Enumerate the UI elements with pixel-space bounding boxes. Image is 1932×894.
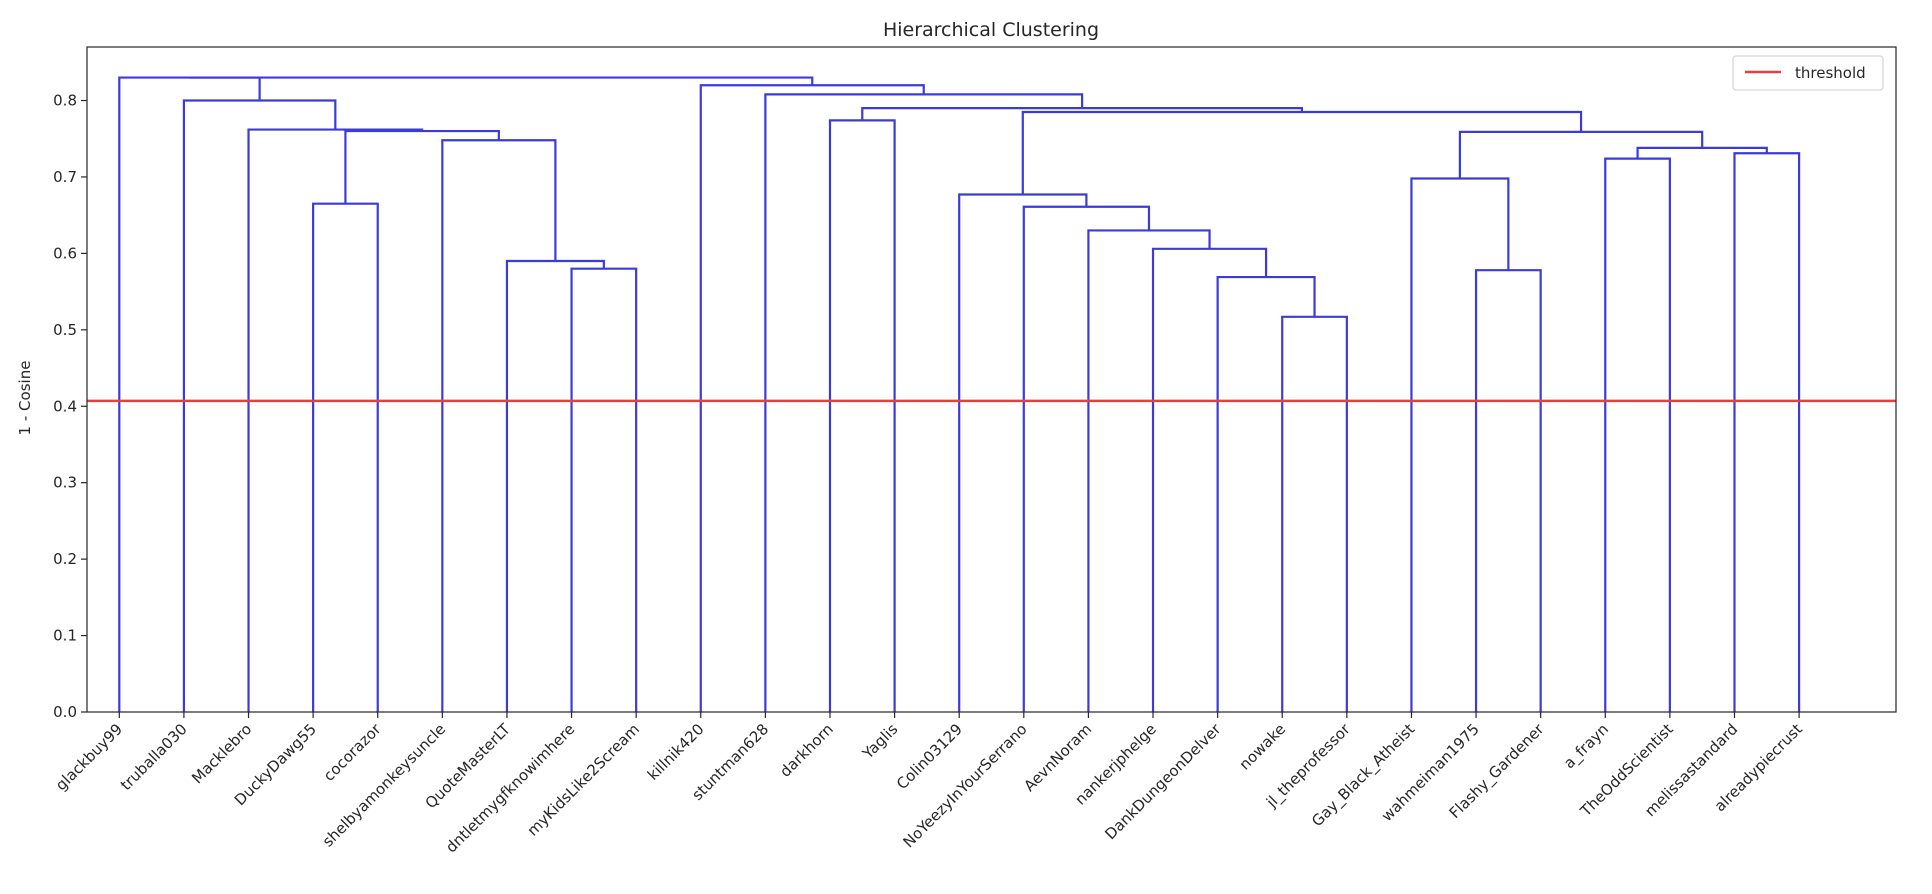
dendrogram-link-17 bbox=[1733, 152, 1801, 712]
dendrogram-link-16 bbox=[1604, 157, 1671, 712]
dendrogram-link-22 bbox=[861, 107, 1304, 121]
leaf-label-8: myKidsLike2Scream bbox=[524, 720, 643, 839]
dendrogram-link-18 bbox=[1636, 146, 1768, 159]
dendrogram-link-20 bbox=[1021, 110, 1583, 195]
leaf-label-7: dntletmygfknowimhere bbox=[442, 720, 578, 856]
dendrogram-link-3 bbox=[441, 139, 557, 712]
y-tick-label-8: 0.8 bbox=[53, 92, 77, 110]
y-axis-ticks: 0.0 0.1 0.2 0.3 0.4 0.5 0.6 0.7 0.8 bbox=[53, 92, 87, 721]
dendrogram-link-11 bbox=[1087, 229, 1211, 712]
leaf-label-17: DankDungeonDelver bbox=[1101, 720, 1225, 844]
y-tick-label-4: 0.4 bbox=[53, 397, 77, 415]
dendrogram-link-14 bbox=[1474, 269, 1542, 712]
dendrogram-link-0 bbox=[312, 202, 379, 712]
dendrogram-link-5 bbox=[247, 128, 424, 712]
leaf-label-11: darkhorn bbox=[776, 720, 837, 781]
y-tick-label-3: 0.3 bbox=[53, 474, 77, 492]
dendrogram-link-15 bbox=[1410, 177, 1510, 712]
dendrogram-link-10 bbox=[1151, 247, 1268, 712]
dendrogram-link-2 bbox=[505, 259, 605, 712]
y-axis-label: 1 - Cosine bbox=[16, 361, 34, 436]
dendrogram-link-19 bbox=[1458, 130, 1704, 179]
x-axis-leaf-labels: glackbuy99truballa030MacklebroDuckyDawg5… bbox=[52, 712, 1806, 856]
leaf-label-4: cocorazor bbox=[320, 720, 385, 785]
chart-title: Hierarchical Clustering bbox=[883, 19, 1099, 41]
leaf-label-1: truballa030 bbox=[117, 720, 191, 794]
leaf-label-12: Yaglis bbox=[858, 720, 901, 763]
legend: threshold bbox=[1732, 55, 1884, 91]
y-tick-label-7: 0.7 bbox=[53, 168, 77, 186]
y-tick-label-5: 0.5 bbox=[53, 321, 77, 339]
dendrogram-link-7 bbox=[118, 76, 261, 712]
leaf-label-18: nowake bbox=[1236, 720, 1289, 773]
y-tick-label-1: 0.1 bbox=[53, 627, 77, 645]
leaf-label-14: NoYeezyInYourSerrano bbox=[900, 720, 1031, 851]
dendrogram-links bbox=[118, 76, 1801, 712]
plot-area-frame bbox=[86, 46, 1897, 713]
leaf-label-5: shelbyamonkeysuncle bbox=[319, 720, 449, 850]
dendrogram-link-23 bbox=[764, 93, 1084, 712]
dendrogram-link-6 bbox=[182, 99, 337, 712]
y-tick-label-2: 0.2 bbox=[53, 550, 77, 568]
leaf-label-0: glackbuy99 bbox=[52, 720, 126, 794]
dendrogram-link-4 bbox=[344, 129, 500, 204]
legend-box bbox=[1732, 55, 1884, 91]
y-tick-label-6: 0.6 bbox=[53, 244, 77, 262]
dendrogram-link-12 bbox=[1022, 205, 1151, 712]
dendrogram-link-1 bbox=[570, 267, 638, 712]
dendrogram-link-8 bbox=[1281, 315, 1348, 712]
leaf-label-9: killnik420 bbox=[644, 720, 708, 784]
dendrogram-link-25 bbox=[189, 76, 814, 86]
dendrogram-link-24 bbox=[699, 84, 925, 712]
dendrogram-link-9 bbox=[1216, 275, 1316, 712]
leaf-label-2: Macklebro bbox=[188, 720, 255, 787]
y-tick-label-0: 0.0 bbox=[53, 703, 77, 721]
legend-threshold-label: threshold bbox=[1795, 64, 1866, 82]
leaf-label-23: a_frayn bbox=[1560, 720, 1613, 773]
dendrogram-link-21 bbox=[828, 119, 896, 712]
